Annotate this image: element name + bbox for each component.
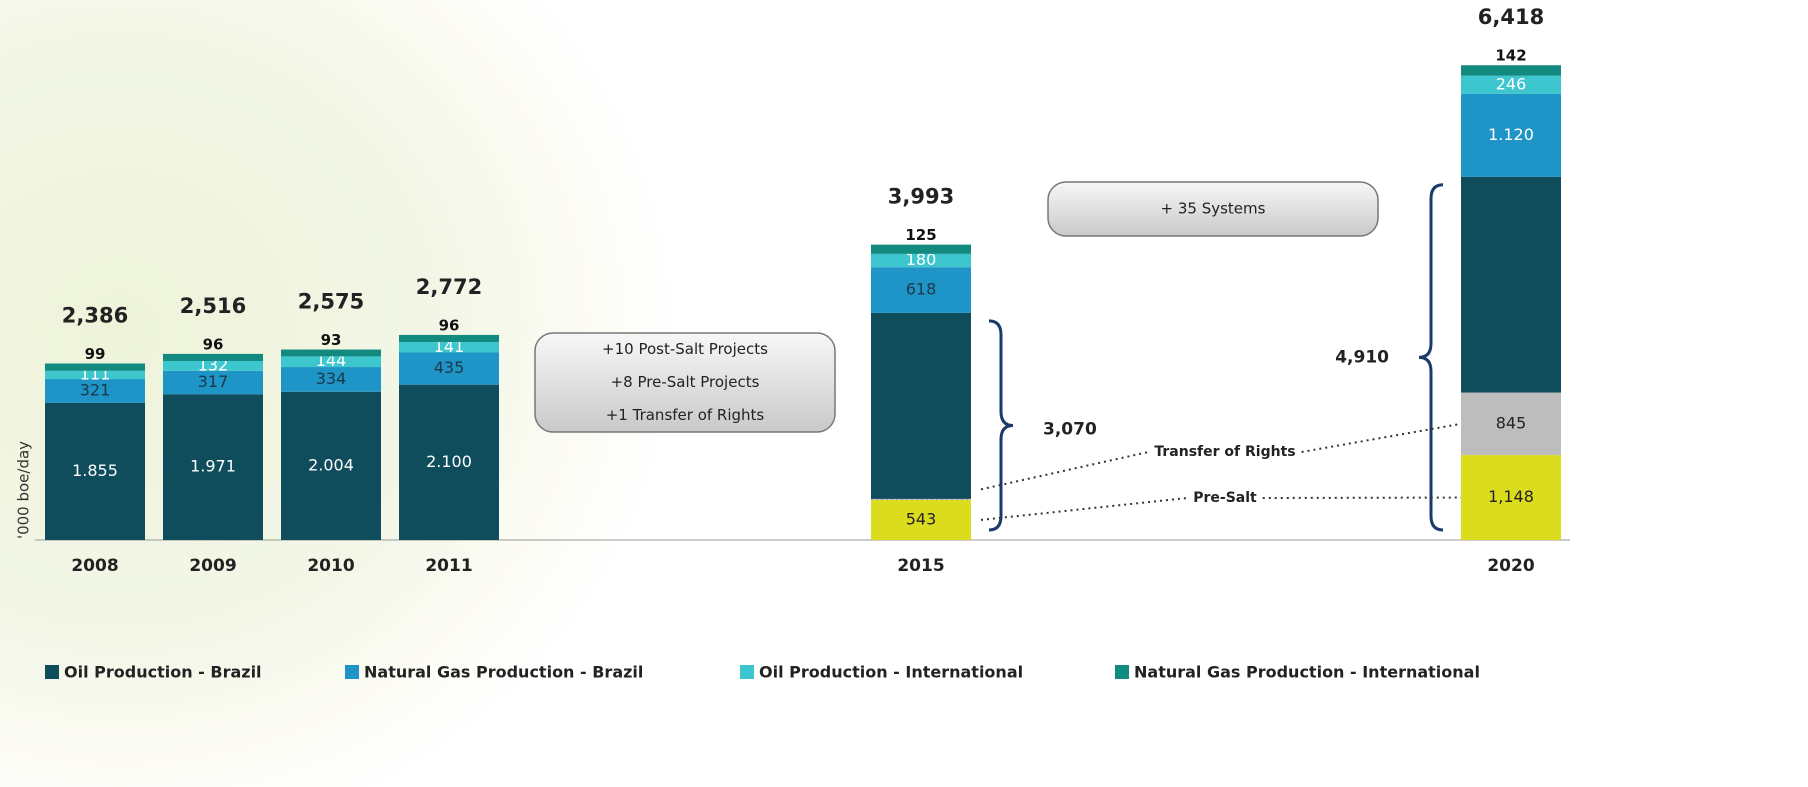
bar-segment — [871, 244, 971, 254]
bar-segment — [1461, 93, 1561, 177]
legend-swatch — [345, 665, 359, 679]
box-text: + 35 Systems — [1161, 200, 1266, 218]
y-axis-label: '000 boe/day — [15, 441, 33, 539]
x-tick-label: 2011 — [425, 556, 472, 576]
x-tick-label: 2010 — [307, 556, 354, 576]
value-label: 96 — [203, 335, 224, 353]
value-label: 1.120 — [1488, 125, 1534, 144]
box-text: +1 Transfer of Rights — [606, 406, 765, 424]
value-label: 618 — [906, 280, 937, 299]
callout-line — [980, 497, 1188, 521]
callout-label: Pre-Salt — [1193, 490, 1257, 506]
value-label: 334 — [316, 369, 347, 388]
total-label: 6,418 — [1478, 5, 1544, 29]
value-label: 96 — [439, 316, 460, 334]
box-text: +10 Post-Salt Projects — [602, 340, 768, 358]
x-tick-label: 2008 — [71, 556, 118, 576]
x-tick-label: 2009 — [189, 556, 236, 576]
x-tick-label: 2015 — [897, 556, 944, 576]
value-label: 321 — [80, 380, 111, 399]
legend-swatch — [740, 665, 754, 679]
value-label: 2.100 — [426, 452, 472, 471]
bar-segment — [399, 384, 499, 540]
callout-line — [1301, 422, 1462, 453]
value-label: 435 — [434, 358, 465, 377]
bar-segment — [281, 356, 381, 368]
bar-segment — [871, 499, 971, 540]
total-label: 3,993 — [888, 185, 954, 209]
bar-segment — [399, 352, 499, 385]
bar-segment — [399, 334, 499, 343]
legend-label: Oil Production - Brazil — [64, 663, 262, 682]
legend-swatch — [45, 665, 59, 679]
bracket — [988, 319, 1014, 532]
value-label: 845 — [1496, 413, 1527, 432]
legend-label: Natural Gas Production - International — [1134, 663, 1480, 682]
bar-segment — [281, 391, 381, 540]
bracket — [1418, 183, 1444, 532]
bar-segment — [45, 363, 145, 371]
bar-segment — [281, 349, 381, 357]
legend-label: Natural Gas Production - Brazil — [364, 663, 643, 682]
bar-segment — [281, 367, 381, 392]
value-label: 1.855 — [72, 461, 118, 480]
total-label: 2,772 — [416, 275, 482, 299]
bar-segment — [45, 370, 145, 380]
value-label: 317 — [198, 372, 229, 391]
box-text: +8 Pre-Salt Projects — [611, 373, 760, 391]
legend-swatch — [1115, 665, 1129, 679]
bar-segment — [871, 253, 971, 268]
value-label: 93 — [321, 331, 342, 349]
bar-segment — [163, 394, 263, 540]
bar-segment — [1461, 455, 1561, 540]
legend-label: Oil Production - International — [759, 663, 1023, 682]
bar-segment — [163, 353, 263, 361]
bar-segment — [871, 267, 971, 313]
bracket-label: 3,070 — [1043, 419, 1097, 439]
bar-segment — [163, 360, 263, 371]
bar-segment — [1461, 75, 1561, 94]
bar-segment — [163, 370, 263, 395]
value-label: 1,148 — [1488, 487, 1534, 506]
bracket-label: 4,910 — [1335, 347, 1389, 367]
bar-segment — [1461, 65, 1561, 76]
bar-segment — [871, 312, 971, 499]
bar-segment — [399, 342, 499, 353]
bar-segment — [45, 402, 145, 540]
value-label: 543 — [906, 509, 937, 528]
total-label: 2,516 — [180, 294, 246, 318]
value-label: 99 — [85, 345, 106, 363]
value-label: 180 — [906, 250, 937, 269]
callout-box — [534, 332, 836, 433]
callout-box — [1047, 181, 1379, 237]
bar-segment — [45, 379, 145, 403]
value-label: 125 — [905, 226, 936, 244]
total-label: 2,575 — [298, 290, 364, 314]
callout-line — [980, 451, 1149, 491]
x-tick-label: 2020 — [1487, 556, 1534, 576]
callout-label: Transfer of Rights — [1154, 444, 1295, 460]
value-label: 142 — [1495, 47, 1526, 65]
total-label: 2,386 — [62, 304, 128, 328]
value-label: 246 — [1496, 74, 1527, 93]
bar-segment — [1461, 392, 1561, 456]
value-label: 2.004 — [308, 455, 354, 474]
value-label: 1.971 — [190, 457, 236, 476]
bar-segment — [1461, 176, 1561, 393]
